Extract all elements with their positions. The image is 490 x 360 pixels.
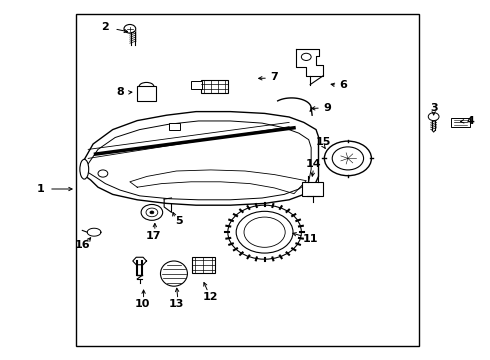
Text: 10: 10 [134, 299, 150, 309]
Circle shape [150, 211, 154, 214]
Text: 5: 5 [175, 216, 183, 226]
Circle shape [301, 53, 311, 60]
Text: 15: 15 [316, 137, 331, 147]
Bar [76, 14, 419, 346]
Circle shape [324, 141, 371, 176]
Text: 2: 2 [101, 22, 109, 32]
Text: 14: 14 [306, 159, 321, 169]
Bar [137, 86, 156, 101]
Text: 8: 8 [116, 87, 124, 97]
Text: 16: 16 [74, 240, 90, 250]
Circle shape [124, 24, 136, 33]
Text: 3: 3 [430, 103, 438, 113]
Circle shape [141, 204, 163, 220]
Ellipse shape [161, 261, 187, 286]
Bar [169, 123, 180, 130]
Text: 13: 13 [169, 299, 184, 309]
Bar [302, 182, 323, 196]
Circle shape [428, 113, 439, 121]
Circle shape [146, 208, 158, 217]
Bar [192, 257, 215, 273]
Circle shape [98, 170, 108, 177]
Ellipse shape [80, 159, 89, 179]
Text: 9: 9 [323, 103, 331, 113]
Circle shape [228, 205, 301, 259]
Text: 11: 11 [302, 234, 318, 244]
Circle shape [244, 217, 285, 247]
Text: 7: 7 [270, 72, 278, 82]
Text: 4: 4 [466, 116, 474, 126]
Circle shape [236, 211, 293, 253]
Text: 12: 12 [203, 292, 219, 302]
Text: 17: 17 [146, 231, 161, 241]
Bar [201, 80, 228, 93]
Text: 1: 1 [36, 184, 44, 194]
Text: 6: 6 [339, 80, 347, 90]
Circle shape [332, 147, 364, 170]
Bar [451, 118, 470, 127]
Bar [191, 81, 202, 89]
